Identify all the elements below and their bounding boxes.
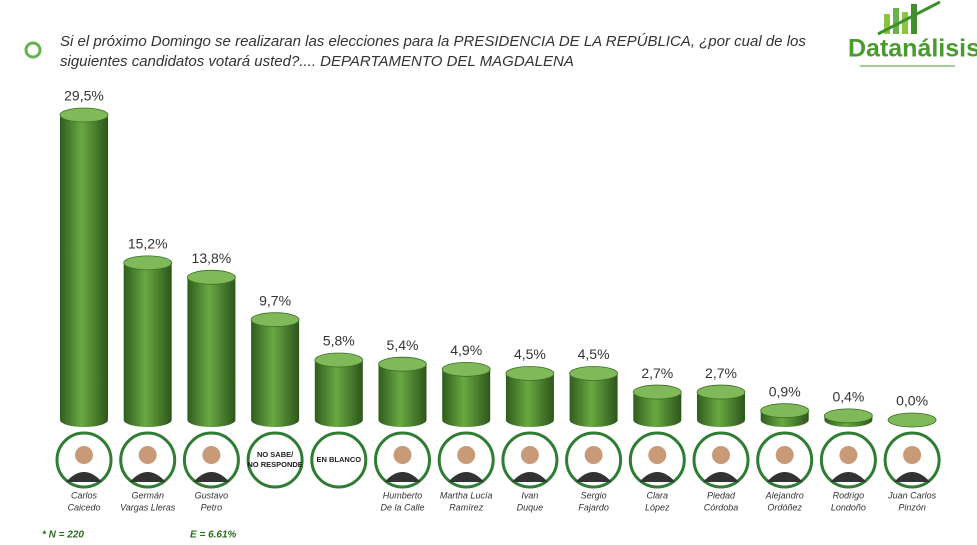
category-label: Rodrigo [833, 490, 865, 500]
photo-head [648, 446, 667, 464]
photo-body [639, 472, 676, 482]
category-label: Alejandro [765, 490, 804, 500]
value-label: 0,4% [832, 389, 864, 405]
category-label: Fajardo [578, 502, 609, 512]
photo-circle [310, 431, 368, 489]
value-label: 4,5% [578, 346, 610, 362]
value-label: 5,4% [387, 337, 419, 353]
photo-body [894, 472, 931, 482]
bar-top [314, 352, 364, 368]
bar [187, 270, 236, 428]
photo-body [448, 472, 485, 482]
bar [569, 366, 618, 428]
circle-label: NO SABE/ [257, 450, 294, 459]
photo-body [193, 472, 230, 482]
category-label: Humberto [383, 490, 423, 500]
bar-top [59, 107, 109, 123]
bar-top [824, 408, 873, 424]
value-label: 4,9% [450, 342, 482, 358]
category-label: Londoño [831, 502, 866, 512]
bar [60, 108, 108, 427]
photo-head [457, 446, 476, 464]
value-label: 0,0% [896, 393, 928, 409]
category-label: Germán [131, 490, 164, 500]
category-label: Vargas Lleras [120, 502, 176, 512]
category-label: Carlos [71, 490, 98, 500]
bar-top [123, 255, 173, 271]
category-label: Martha Lucía [440, 490, 493, 500]
circle-label: NO RESPONDE [247, 460, 302, 469]
value-label: 2,7% [641, 365, 673, 381]
bar [378, 357, 427, 428]
photo-head [393, 446, 412, 464]
value-label: 4,5% [514, 346, 546, 362]
value-label: 0,9% [769, 383, 801, 399]
value-label: 2,7% [705, 365, 737, 381]
category-label: Caicedo [67, 502, 100, 512]
category-label: Sergio [581, 490, 607, 500]
photo-body [830, 472, 867, 482]
photo-circle [246, 431, 304, 489]
value-label: 15,2% [128, 236, 168, 252]
category-label: Petro [201, 502, 223, 512]
bar-top [760, 403, 810, 419]
category-label: De la Calle [380, 502, 424, 512]
footnote: E = 6.61% [190, 530, 237, 541]
bullet [24, 41, 42, 59]
bar [314, 353, 363, 428]
logo-text: Datanálisis [848, 35, 977, 63]
circle-label: EN BLANCO [317, 455, 362, 464]
bar-top [887, 412, 937, 428]
bar-top [250, 312, 300, 328]
bar [123, 255, 172, 428]
photo-body [766, 472, 803, 482]
bar-top [569, 366, 618, 381]
logo: Datanálisis [848, 0, 977, 67]
photo-head [775, 446, 794, 464]
category-label: Piedad [707, 490, 736, 500]
photo-body [511, 472, 548, 482]
photo-head [138, 446, 157, 464]
title-line: Si el próximo Domingo se realizaran las … [60, 33, 806, 50]
photo-body [66, 472, 102, 482]
photo-body [384, 472, 421, 482]
category-label: Ramírez [449, 502, 484, 512]
value-label: 9,7% [259, 292, 291, 308]
photo-head [839, 446, 858, 464]
category-label: Pinzón [898, 502, 926, 512]
category-label: Duque [517, 502, 544, 512]
category-label: Gustavo [195, 490, 229, 500]
category-label: Ivan [521, 490, 538, 500]
bar-top [441, 361, 491, 377]
photo-body [575, 472, 612, 482]
value-label: 5,8% [323, 333, 355, 349]
footnote: * N = 220 [42, 530, 84, 541]
photo-head [202, 446, 221, 464]
category-label: Juan Carlos [887, 490, 937, 500]
photo-head [584, 446, 603, 464]
photo-head [903, 446, 922, 464]
photo-head [75, 446, 93, 464]
bar-top [632, 384, 682, 400]
bar-top [505, 366, 555, 381]
photo-body [129, 472, 166, 482]
photo-head [520, 446, 539, 464]
bar-top [186, 269, 236, 285]
title-line: siguientes candidatos votará usted?.... … [60, 53, 574, 70]
photo-head [712, 446, 730, 464]
category-label: Córdoba [704, 502, 739, 512]
bar-top [378, 356, 427, 372]
bar [505, 366, 554, 428]
photo-body [703, 472, 739, 482]
value-label: 13,8% [192, 250, 232, 266]
value-label: 29,5% [64, 88, 104, 104]
bar [251, 312, 300, 428]
bar-top [696, 384, 746, 400]
category-label: Clara [647, 490, 669, 500]
category-label: López [645, 502, 670, 512]
bar [442, 362, 491, 428]
category-label: Ordóñez [767, 502, 802, 512]
